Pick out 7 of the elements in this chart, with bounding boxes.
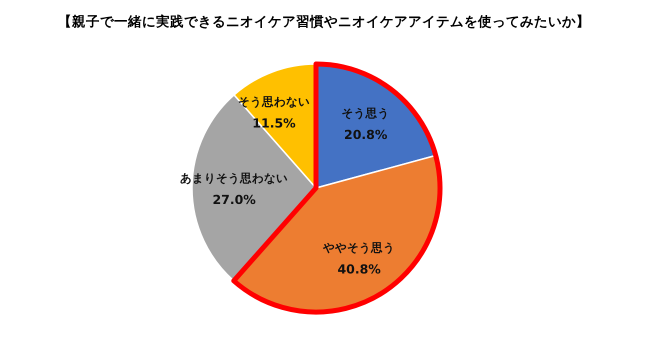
chart-title: 【親子で一緒に実践できるニオイケア習慣やニオイケアアイテムを使ってみたいか】 bbox=[58, 13, 590, 30]
data-label: 27.0% bbox=[212, 192, 256, 207]
data-label: 20.8% bbox=[344, 126, 388, 142]
slice-label: あまりそう思わない bbox=[180, 170, 288, 185]
slice-label: ややそう思う bbox=[322, 240, 396, 255]
slice-label: そう思う bbox=[342, 106, 390, 120]
data-label: 40.8% bbox=[337, 262, 382, 277]
